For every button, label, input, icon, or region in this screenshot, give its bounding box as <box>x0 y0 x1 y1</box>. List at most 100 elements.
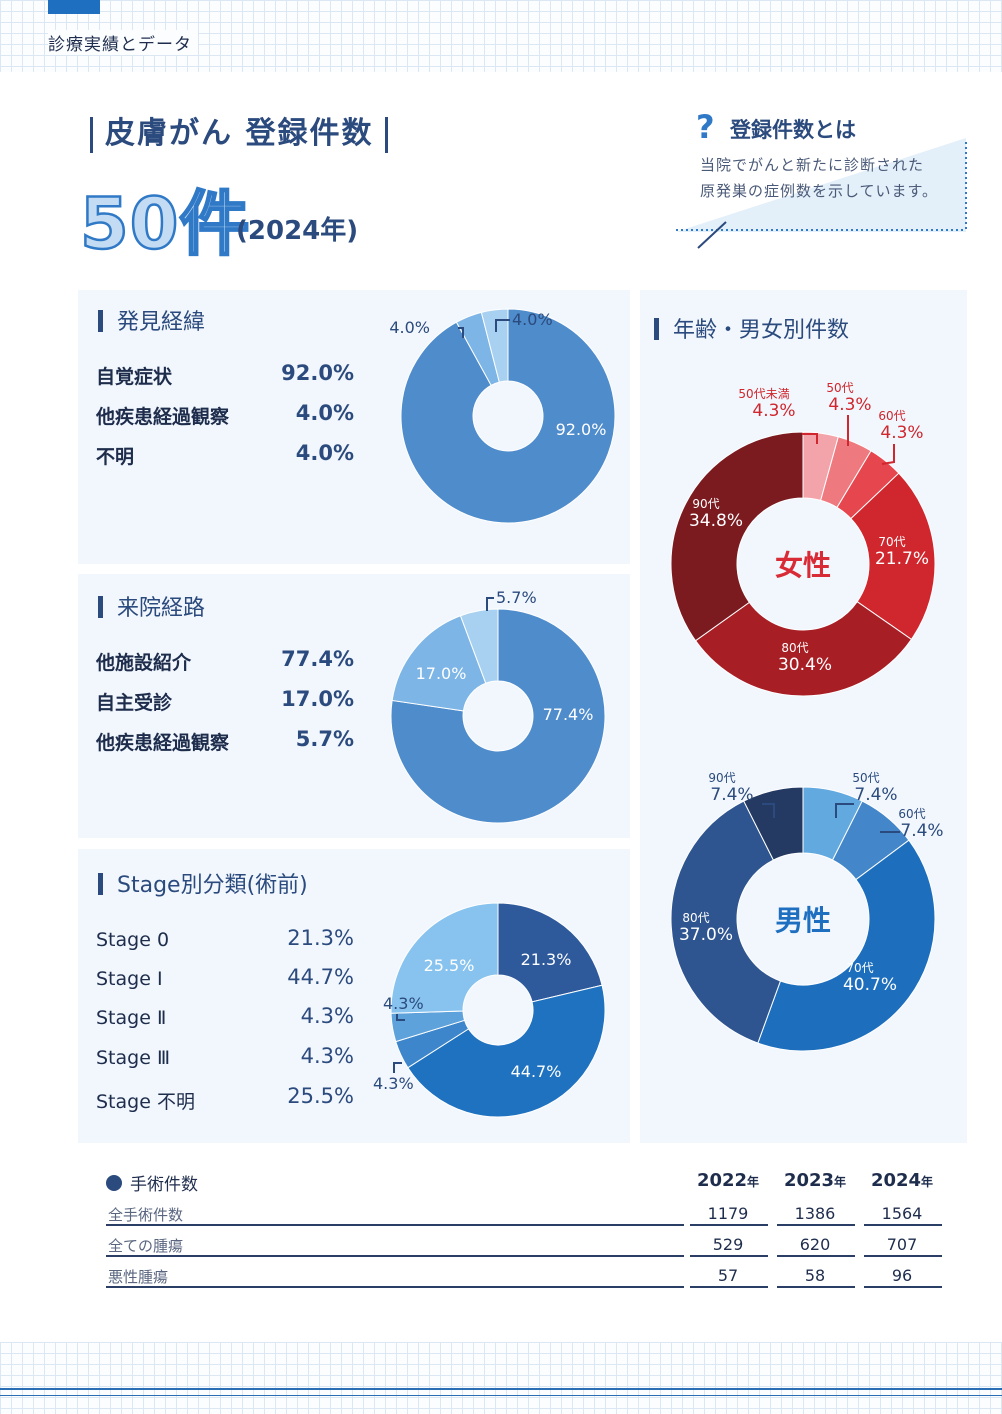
route-label: 他施設紹介 <box>96 652 192 674</box>
year-header: 2022年 <box>690 1170 766 1191</box>
row-label: 全ての腫瘍 <box>108 1237 184 1255</box>
row-divider <box>777 1224 855 1226</box>
row-divider <box>690 1286 768 1288</box>
slice-value-label: 5.7% <box>496 588 537 607</box>
stage-label: Stage Ⅱ <box>96 1007 167 1029</box>
slice-category-label: 80代 <box>682 911 709 925</box>
table-row: 全手術件数 1179 1386 1564 <box>106 1198 942 1228</box>
header-accent-bar <box>48 0 100 14</box>
discovery-title: 発見経緯 <box>98 304 205 336</box>
slice-value-label: 4.3% <box>880 423 923 443</box>
discovery-label: 自覚症状 <box>96 366 173 388</box>
slice-value-label: 40.7% <box>843 975 897 995</box>
footer-line-thin <box>0 1395 1002 1396</box>
footer-grid-band <box>0 1342 1002 1414</box>
row-divider <box>690 1224 768 1226</box>
route-label: 他疾患経過観察 <box>96 732 230 754</box>
title-marker <box>98 310 103 332</box>
row-divider <box>864 1286 942 1288</box>
stage-title-text: Stage別分類(術前) <box>117 873 308 898</box>
row-divider <box>777 1255 855 1257</box>
donut-slice <box>391 615 487 712</box>
year-suffix: 年 <box>921 1175 934 1189</box>
stage-label: Stage 0 <box>96 929 170 951</box>
discovery-panel: 発見経緯 自覚症状 92.0% 他疾患経過観察 4.0% 不明 4.0% 92.… <box>78 290 630 564</box>
title-marker <box>654 318 659 340</box>
slice-category-label: 60代 <box>898 807 925 821</box>
label-leader-line <box>802 433 818 444</box>
slice-value-label: 92.0% <box>556 420 607 439</box>
title-marker <box>98 596 103 618</box>
donut-center-label: 男性 <box>775 904 831 937</box>
definition-line: 原発巣の症例数を示しています。 <box>700 182 939 200</box>
definition-line: 当院でがんと新たに診断された <box>700 156 925 174</box>
title-bar-left <box>90 116 93 153</box>
footer-line <box>0 1388 1002 1390</box>
slice-value-label: 77.4% <box>543 705 594 724</box>
label-leader-line <box>393 1062 402 1073</box>
surgery-table: 手術件数 2022年 2023年 2024年 全手術件数 1179 1386 1… <box>106 1166 942 1296</box>
donut-slice <box>743 786 804 861</box>
stage-panel: Stage別分類(術前) Stage 0 21.3% Stage Ⅰ 44.7%… <box>78 849 630 1143</box>
year-suffix: 年 <box>747 1175 760 1189</box>
table-row: 全ての腫瘍 529 620 707 <box>106 1229 942 1259</box>
surgery-title: 手術件数 <box>106 1170 198 1195</box>
row-divider <box>106 1224 684 1226</box>
cell-value: 57 <box>717 1266 739 1285</box>
discovery-title-text: 発見経緯 <box>117 310 206 335</box>
label-leader-line <box>881 444 895 465</box>
year-header-value: 2023 <box>783 1170 835 1191</box>
cell-value: 1386 <box>794 1204 836 1223</box>
row-divider <box>777 1286 855 1288</box>
year-header-value: 2024 <box>870 1170 922 1191</box>
route-panel: 来院経路 他施設紹介 77.4% 自主受診 17.0% 他疾患経過観察 5.7%… <box>78 574 630 838</box>
row-divider <box>106 1286 684 1288</box>
slice-value-label: 21.7% <box>875 549 929 569</box>
stage-value: 25.5% <box>287 1084 354 1108</box>
slice-value-label: 7.4% <box>854 785 897 805</box>
table-row: 悪性腫瘍 57 58 96 <box>106 1260 942 1290</box>
age-title: 年齢・男女別件数 <box>654 312 849 344</box>
age-sex-panel: 年齢・男女別件数 女性 50代未満 4.3% 50代 4.3% 60代 4.3% 70代 21.… <box>640 290 967 1143</box>
label-leader-line <box>495 319 510 332</box>
title-bar-right <box>385 116 389 153</box>
stage-value: 4.3% <box>300 1004 354 1028</box>
donut-slice <box>407 984 606 1118</box>
stage-label: Stage Ⅲ <box>96 1047 171 1069</box>
year-header: 2023年 <box>777 1170 853 1191</box>
row-divider <box>106 1255 684 1257</box>
question-icon: ? <box>696 108 715 146</box>
slice-value-label: 37.0% <box>679 925 733 945</box>
stage-value: 4.3% <box>300 1044 354 1068</box>
slice-value-label: 4.0% <box>389 318 430 337</box>
slice-category-label: 70代 <box>878 535 905 549</box>
discovery-value: 92.0% <box>281 361 354 385</box>
registration-year: (2024年) <box>236 216 359 246</box>
page-title-text: 皮膚がん 登録件数 <box>105 116 374 151</box>
slice-value-label: 7.4% <box>710 785 753 805</box>
stage-label: Stage Ⅰ <box>96 968 163 990</box>
slice-value-label: 4.3% <box>752 401 795 421</box>
label-leader-line <box>835 803 854 818</box>
donut-slice <box>480 308 509 383</box>
definition-text: 当院でがんと新たに診断された 原発巣の症例数を示しています。 <box>700 152 938 204</box>
stage-label: Stage 不明 <box>96 1091 195 1113</box>
slice-value-label: 21.3% <box>521 950 572 969</box>
age-title-text: 年齢・男女別件数 <box>673 318 850 343</box>
stage-value: 21.3% <box>287 926 354 950</box>
slice-value-label: 4.3% <box>383 994 424 1013</box>
discovery-donut-chart: 92.0% 4.0% 4.0% <box>389 308 616 524</box>
cell-value: 96 <box>891 1266 913 1285</box>
route-value: 5.7% <box>295 727 354 751</box>
label-leader-line <box>458 327 464 338</box>
slice-value-label: 7.4% <box>900 821 943 841</box>
slice-value-label: 4.0% <box>512 310 553 329</box>
donut-slice <box>850 472 936 641</box>
donut-slice <box>670 800 782 1044</box>
row-label: 全手術件数 <box>108 1206 184 1224</box>
donut-center-label: 女性 <box>775 549 831 582</box>
route-title: 来院経路 <box>98 590 205 622</box>
year-suffix: 年 <box>834 1175 847 1189</box>
slice-value-label: 44.7% <box>511 1062 562 1081</box>
definition-title: 登録件数とは <box>730 118 856 142</box>
